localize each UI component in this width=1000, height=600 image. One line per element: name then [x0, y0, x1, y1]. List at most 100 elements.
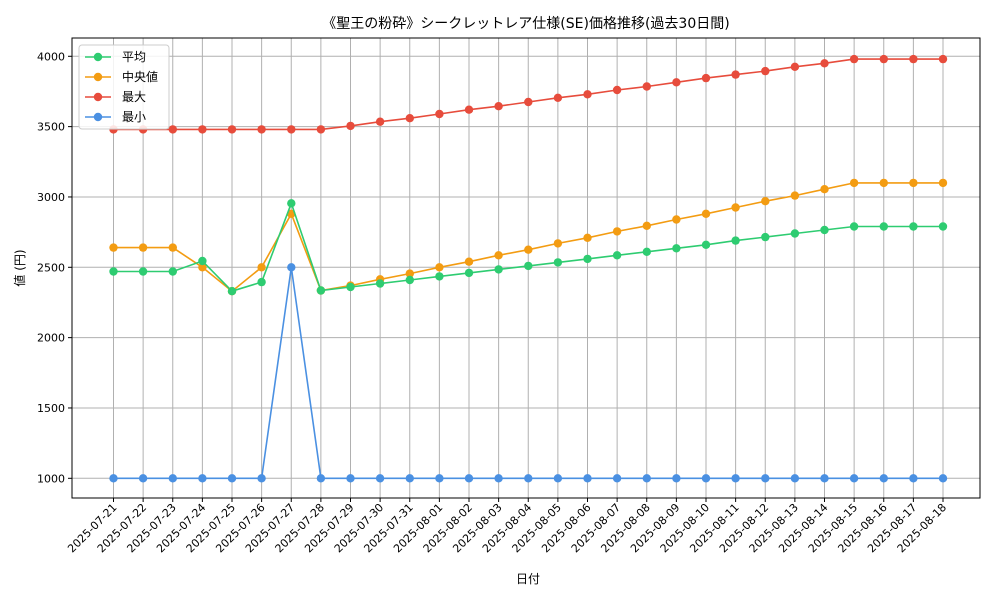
data-point	[879, 222, 888, 231]
y-tick-label: 2000	[37, 332, 65, 345]
y-tick-label: 3500	[37, 121, 65, 134]
data-point	[583, 474, 592, 483]
data-point	[761, 197, 770, 206]
data-point	[109, 243, 118, 252]
legend-label: 最小	[122, 110, 146, 124]
data-point	[198, 125, 207, 134]
data-point	[257, 263, 266, 272]
data-point	[642, 82, 651, 91]
data-point	[612, 85, 622, 95]
data-point	[346, 282, 355, 292]
data-point	[672, 244, 681, 253]
y-tick-label: 1000	[37, 472, 65, 485]
data-point	[938, 54, 948, 64]
y-tick-label: 2500	[37, 261, 65, 274]
data-point	[494, 265, 503, 274]
data-point	[435, 272, 444, 281]
data-point	[168, 125, 177, 134]
y-tick-label: 1500	[37, 402, 65, 415]
data-point	[464, 257, 474, 266]
data-point	[316, 286, 326, 295]
data-point	[612, 251, 622, 260]
data-point	[938, 474, 948, 483]
data-point	[494, 251, 503, 260]
data-point	[642, 247, 651, 256]
x-axis-label: 日付	[516, 572, 540, 586]
data-point	[287, 199, 296, 208]
data-point	[464, 268, 474, 278]
data-point	[909, 178, 918, 188]
data-point	[524, 97, 533, 107]
data-point	[761, 66, 770, 76]
data-point	[731, 236, 740, 245]
data-point	[642, 221, 651, 230]
data-point	[879, 54, 888, 64]
data-point	[138, 267, 148, 276]
data-point	[109, 267, 118, 276]
data-point	[435, 474, 444, 483]
data-point	[553, 239, 563, 248]
y-axis-label: 値 (円)	[12, 249, 27, 286]
data-point	[820, 185, 829, 194]
data-point	[405, 114, 414, 123]
data-point	[820, 225, 829, 235]
data-point	[227, 287, 237, 296]
data-point	[849, 178, 859, 188]
legend-label: 平均	[122, 50, 146, 64]
data-point	[938, 178, 948, 188]
data-point	[820, 59, 829, 68]
data-point	[553, 474, 563, 483]
data-point	[761, 232, 770, 242]
data-point	[494, 102, 503, 111]
legend-swatch-marker	[93, 92, 103, 102]
data-point	[790, 191, 800, 200]
data-point	[672, 78, 681, 87]
data-point	[257, 474, 266, 483]
data-point	[849, 54, 859, 64]
data-point	[435, 263, 444, 272]
legend-swatch-marker	[93, 52, 103, 62]
data-point	[642, 474, 651, 483]
data-point	[731, 70, 740, 79]
data-point	[790, 229, 800, 238]
legend-label: 最大	[122, 90, 146, 104]
data-point	[168, 243, 177, 252]
data-point	[198, 256, 207, 266]
data-point	[375, 117, 385, 126]
data-point	[257, 125, 266, 134]
data-point	[790, 62, 800, 71]
data-point	[198, 263, 207, 272]
data-point	[612, 474, 622, 483]
data-point	[909, 222, 918, 231]
y-tick-label: 4000	[37, 50, 65, 63]
data-point	[227, 125, 237, 134]
data-point	[553, 258, 563, 267]
data-point	[168, 474, 177, 483]
data-point	[761, 474, 770, 483]
data-point	[672, 215, 681, 224]
data-point	[287, 125, 296, 134]
data-point	[198, 474, 207, 483]
data-point	[494, 474, 503, 483]
data-point	[701, 209, 711, 218]
data-point	[405, 269, 414, 278]
data-point	[524, 474, 533, 483]
data-point	[435, 109, 444, 119]
data-point	[701, 474, 711, 483]
data-point	[287, 263, 296, 272]
legend-swatch-marker	[93, 112, 103, 122]
data-point	[849, 474, 859, 483]
data-point	[316, 474, 326, 483]
series-lines	[109, 54, 948, 483]
data-point	[849, 222, 859, 231]
data-point	[375, 474, 385, 483]
data-point	[138, 243, 148, 252]
data-point	[672, 474, 681, 483]
plot-frame	[71, 37, 981, 499]
data-point	[583, 90, 592, 99]
data-point	[583, 233, 592, 242]
y-axis-ticks: 1000 1500 2000 2500 3000 3500 4000	[37, 50, 72, 485]
data-point	[879, 474, 888, 483]
